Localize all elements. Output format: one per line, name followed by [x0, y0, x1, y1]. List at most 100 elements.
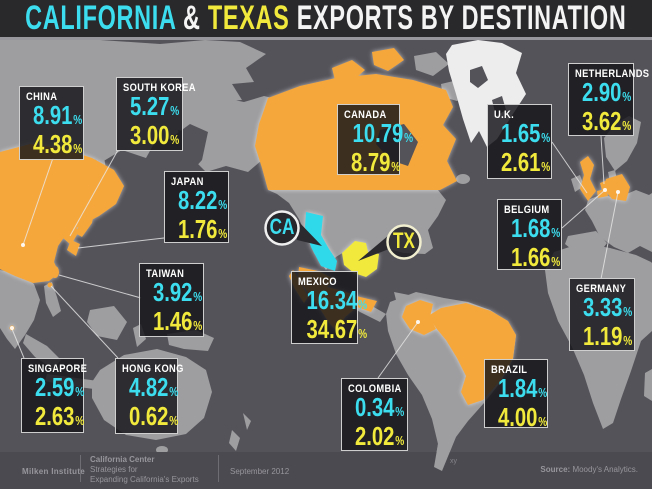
stat-box-germany: GERMANY 3.33% 1.19%	[569, 278, 635, 351]
texas-share: 1.46%	[152, 306, 203, 336]
tx-marker-label: TX	[393, 228, 415, 253]
stat-box-canada: CANADA 10.79% 8.79%	[337, 104, 414, 175]
texas-share: 2.63%	[34, 401, 85, 431]
colombia-highlight	[402, 300, 436, 335]
california-share: 16.34%	[306, 285, 368, 315]
tx-marker-circle	[386, 224, 422, 260]
california-share: 3.92%	[152, 277, 203, 307]
california-share: 3.33%	[582, 292, 633, 322]
texas-share: 4.00%	[497, 402, 548, 432]
country-name: MEXICO	[298, 276, 337, 288]
texas-share: 3.62%	[581, 106, 632, 136]
stat-box-china: CHINA 8.91% 4.38%	[19, 86, 84, 160]
texas-share: 2.61%	[500, 147, 551, 177]
netherlands-connector-line	[600, 135, 605, 185]
title-texas: TEXAS	[208, 0, 290, 37]
alaska-landmass	[184, 96, 280, 172]
new-zealand-islands	[229, 413, 251, 451]
publication-date: September 2012	[230, 467, 290, 476]
texas-share: 8.79%	[350, 147, 401, 177]
source-label: Source:	[540, 465, 571, 474]
california-share: 0.34%	[354, 392, 405, 422]
org-line-3: Expanding California's Exports	[90, 475, 199, 484]
texas-share: 1.66%	[510, 242, 561, 272]
brand-label: Milken Institute	[22, 467, 86, 476]
south-korea-connector-line	[69, 149, 119, 237]
germany-highlight	[604, 174, 630, 201]
map-watermark: xy	[450, 458, 457, 465]
colombia-connector-dot	[416, 320, 420, 324]
stat-box-uk: U.K. 1.65% 2.61%	[487, 104, 552, 179]
texas-share: 3.00%	[129, 120, 180, 150]
stat-box-brazil: BRAZIL 1.84% 4.00%	[484, 359, 548, 430]
california-share: 1.68%	[510, 213, 561, 243]
texas-share: 2.02%	[354, 421, 405, 451]
greenland-terrain-patch-1	[470, 66, 488, 88]
source-credit: Source: Moody's Analytics.	[540, 465, 638, 474]
california-share: 1.84%	[497, 373, 548, 403]
stat-box-singapore: SINGAPORE 2.59% 2.63%	[21, 358, 87, 433]
footer-divider	[80, 455, 81, 482]
uk-highlight	[580, 156, 596, 201]
country-name: BRAZIL	[491, 364, 528, 376]
california-share: 2.90%	[581, 77, 632, 107]
colombia-connector-line	[377, 321, 419, 379]
germany-connector-line	[600, 191, 619, 280]
california-share: 5.27%	[129, 91, 180, 121]
org-line-2: Strategies for	[90, 465, 138, 474]
patagonia-tail	[434, 432, 456, 471]
stat-box-belgium: BELGIUM 1.68% 1.66%	[497, 199, 562, 270]
california-share: 8.22%	[177, 185, 228, 215]
country-name: COLOMBIA	[348, 383, 402, 395]
country-name: JAPAN	[171, 176, 204, 188]
texas-share: 1.19%	[582, 321, 633, 351]
title-california: CALIFORNIA	[25, 0, 177, 37]
california-share: 4.82%	[128, 372, 179, 402]
arctic-island-orange-2	[372, 48, 404, 71]
footer-bar: Milken Institute California Center Strat…	[0, 448, 652, 489]
arctic-island-gray-1	[414, 52, 449, 76]
madagascar-island	[644, 369, 652, 401]
taiwan-connector-line	[58, 274, 142, 299]
stat-box-hong-kong: HONG KONG 4.82% 0.62%	[115, 358, 183, 434]
philippines-islands	[44, 282, 61, 317]
stat-box-taiwan: TAIWAN 3.92% 1.46%	[139, 263, 204, 337]
california-state-highlight	[305, 212, 337, 271]
china-connector-dot	[21, 243, 25, 247]
belgium-connector-line	[561, 189, 606, 229]
source-value: Moody's Analytics.	[572, 465, 638, 474]
tx-marker-pointer	[358, 235, 389, 261]
stat-box-mexico: MEXICO 16.34% 34.67%	[291, 271, 368, 344]
ca-marker-circle	[264, 210, 300, 246]
country-name: NETHERLANDS	[575, 68, 650, 80]
title-ampersand: &	[176, 0, 209, 37]
california-share: 2.59%	[34, 372, 85, 402]
germany-connector-dot	[616, 190, 620, 194]
japan-connector-line	[77, 237, 165, 249]
stat-box-netherlands: NETHERLANDS 2.90% 3.62%	[568, 63, 650, 136]
singapore-connector-line	[11, 328, 25, 359]
org-line-1: California Center	[90, 455, 155, 464]
borneo-island	[87, 306, 127, 340]
country-name: SOUTH KOREA	[123, 82, 196, 94]
california-share: 8.91%	[32, 100, 83, 130]
california-share: 10.79%	[352, 118, 414, 148]
taiwan-highlight	[51, 266, 59, 278]
japan-honshu-highlight	[75, 201, 95, 237]
south-korea-highlight	[62, 219, 78, 245]
uk-connector-line	[551, 141, 588, 194]
page-title: CALIFORNIA & TEXAS EXPORTS BY DESTINATIO…	[25, 0, 626, 38]
texas-share: 1.76%	[177, 214, 228, 244]
stat-box-japan: JAPAN 8.22% 1.76%	[164, 171, 229, 243]
europe-mainland	[585, 190, 652, 253]
organization-block: California Center Strategies for Expandi…	[90, 455, 199, 485]
title-rest: EXPORTS BY DESTINATION	[289, 0, 627, 37]
country-name: GERMANY	[576, 283, 627, 295]
title-bar: CALIFORNIA & TEXAS EXPORTS BY DESTINATIO…	[0, 0, 652, 40]
texas-share: 4.38%	[32, 129, 83, 159]
footer-divider	[218, 455, 219, 482]
texas-share: 34.67%	[306, 314, 368, 344]
sea-of-okhotsk	[150, 124, 208, 184]
stat-box-colombia: COLOMBIA 0.34% 2.02%	[341, 378, 408, 451]
